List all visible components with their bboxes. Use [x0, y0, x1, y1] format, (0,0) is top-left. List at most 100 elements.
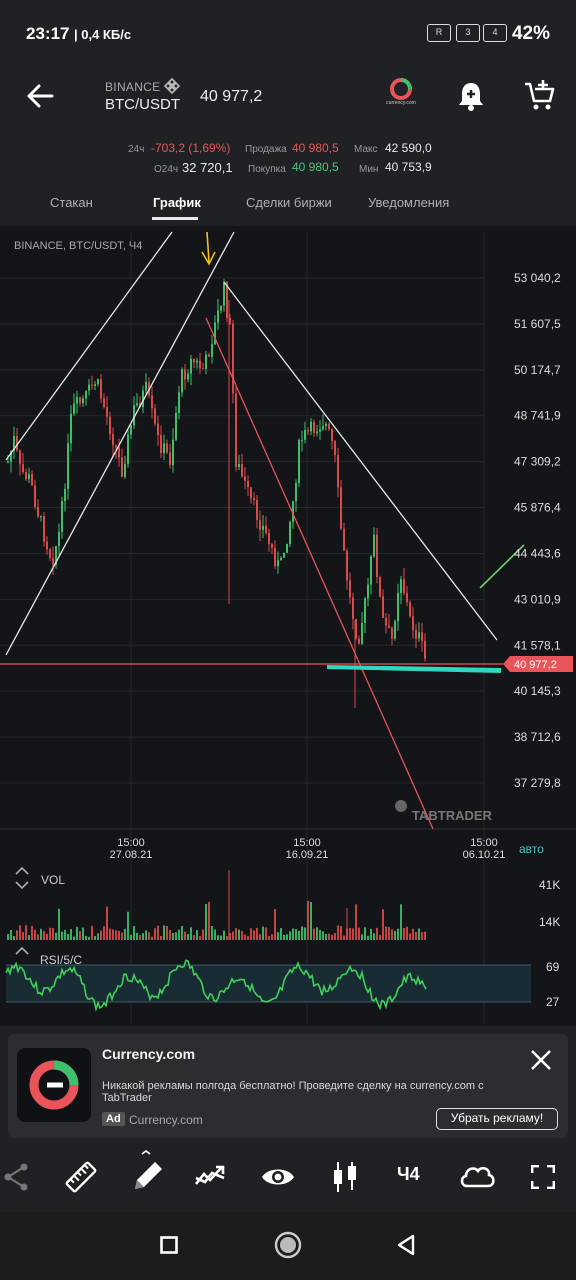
bell-add-icon[interactable] [456, 80, 486, 112]
volume-bar [250, 928, 252, 940]
candle [295, 483, 297, 502]
candle [352, 597, 354, 619]
remove-ads-button[interactable]: Убрать рекламу! [436, 1108, 558, 1130]
volume-bar [238, 929, 240, 940]
volume-bar [259, 934, 261, 940]
candle [115, 445, 117, 448]
candle [250, 487, 252, 499]
volume-bar [241, 931, 243, 940]
pencil-icon[interactable] [130, 1150, 164, 1194]
volume-bar [421, 932, 423, 940]
share-icon[interactable] [2, 1162, 30, 1192]
fullscreen-icon[interactable] [531, 1165, 555, 1189]
volume-bar [85, 935, 87, 940]
volume-bar [97, 933, 99, 940]
candle [7, 461, 9, 463]
volume-bar [184, 931, 186, 940]
back-arrow-icon[interactable] [26, 82, 56, 110]
y-tick-label: 50 174,7 [514, 363, 561, 377]
candle [388, 625, 390, 628]
candle [340, 487, 342, 529]
volume-bar [160, 935, 162, 940]
candle [112, 434, 114, 446]
home-icon[interactable] [274, 1231, 302, 1259]
ad-logo[interactable] [17, 1048, 91, 1122]
tab-orderbook[interactable]: Стакан [50, 195, 93, 210]
volume-bar [103, 926, 105, 940]
y-tick-label: 51 607,5 [514, 317, 561, 331]
change-value: -703,2 (1,69%) [151, 141, 231, 155]
chart-drawings [0, 231, 525, 830]
candle [97, 379, 99, 385]
tab-alerts[interactable]: Уведомления [368, 195, 450, 210]
volume-bar [82, 927, 84, 940]
binance-logo-icon [163, 77, 181, 95]
candle [292, 501, 294, 522]
candle [328, 423, 330, 429]
ad-text[interactable]: Никакой рекламы полгода бесплатно! Прове… [102, 1080, 484, 1104]
volume-bar [46, 933, 48, 940]
currency-com-logo-icon[interactable]: currency.com [384, 78, 418, 106]
volume-bar [151, 936, 153, 940]
volume-bar [295, 929, 297, 940]
rsi-tick-label: 69 [546, 960, 560, 974]
timeframe-button[interactable]: Ч4 [397, 1164, 420, 1184]
volume-bar [136, 932, 138, 940]
candle [127, 434, 129, 464]
volume-bar [394, 930, 396, 940]
volume-bar [223, 930, 225, 940]
sell-value: 40 980,5 [292, 141, 339, 155]
candle [109, 416, 111, 435]
volume-bar [373, 933, 375, 940]
volume-bar [172, 932, 174, 940]
tab-chart[interactable]: График [153, 195, 201, 210]
x-tick-date: 06.10.21 [463, 849, 506, 861]
trading-pair[interactable]: BTC/USDT [105, 96, 180, 113]
candle [79, 397, 81, 404]
candle [370, 556, 372, 585]
volume-bar [52, 928, 54, 940]
recents-icon[interactable] [160, 1236, 178, 1254]
candle [220, 305, 222, 311]
volume-bar [118, 930, 120, 940]
signal-icon: 3 [456, 24, 480, 42]
candle [415, 629, 417, 639]
candlestick-type-icon[interactable] [330, 1160, 360, 1194]
volume-bar [109, 928, 111, 940]
eye-icon[interactable] [260, 1164, 296, 1190]
ad-title[interactable]: Currency.com [102, 1046, 196, 1062]
candle [337, 455, 339, 488]
volume-bar [247, 936, 249, 940]
volume-bar [403, 927, 405, 940]
volume-bar [343, 935, 345, 940]
candle [406, 593, 408, 603]
ad-banner[interactable] [8, 1034, 568, 1138]
sim-icon: R [427, 24, 451, 42]
x-tick-time: 15:00 [293, 837, 321, 849]
add-to-portfolio-icon[interactable] [522, 78, 556, 112]
volume-bar [196, 930, 198, 940]
ruler-icon[interactable] [64, 1160, 98, 1194]
status-speed: | 0,4 КБ/с [74, 27, 132, 42]
candle [124, 463, 126, 477]
tab-trades[interactable]: Сделки биржи [246, 195, 332, 210]
candle [172, 439, 174, 466]
price-chart[interactable]: 53 040,2 51 607,5 50 174,7 48 741,9 47 309,2… [0, 226, 576, 1026]
volume-bar [112, 929, 114, 940]
indicators-icon[interactable] [194, 1162, 228, 1192]
back-icon[interactable] [396, 1234, 416, 1256]
close-icon[interactable] [529, 1048, 553, 1072]
volume-bar [217, 935, 219, 940]
active-tab-indicator [152, 217, 198, 220]
candle [334, 441, 336, 456]
volume-bar [76, 926, 78, 940]
candle [181, 369, 183, 393]
cloud-icon[interactable] [458, 1162, 496, 1190]
volume-bar [370, 928, 372, 940]
volume-bar [349, 927, 351, 940]
candle [259, 520, 261, 530]
y-tick-label: 44 443,6 [514, 546, 561, 560]
candle [232, 323, 234, 394]
buy-value: 40 980,5 [292, 160, 339, 174]
